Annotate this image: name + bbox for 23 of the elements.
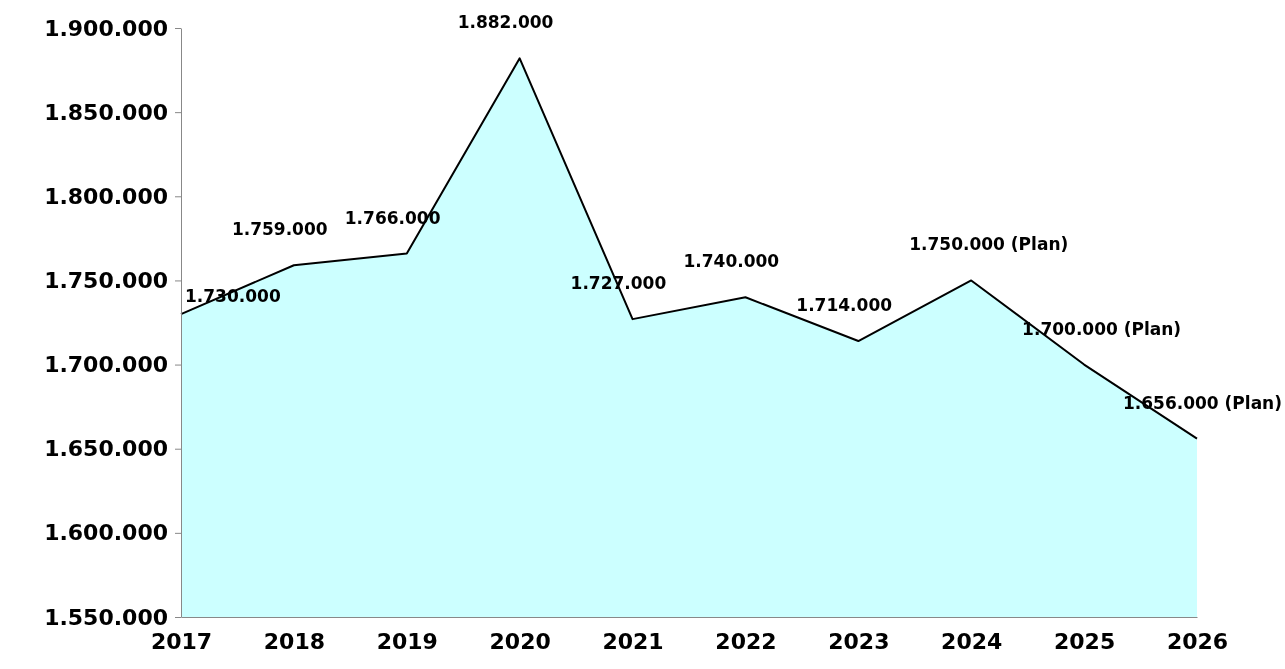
y-tick-label: 1.850.000 [44,99,168,125]
x-tick-label: 2021 [602,628,664,654]
data-label: 1.740.000 [683,251,780,272]
y-tick-label: 1.600.000 [44,520,168,546]
y-tick-label: 1.550.000 [44,604,168,630]
y-tick-label: 1.650.000 [44,436,168,462]
y-tick-label: 1.800.000 [44,183,168,209]
x-tick-label: 2026 [1166,628,1229,654]
x-tick-label: 2022 [715,628,777,654]
x-tick-label: 2024 [941,628,1003,654]
x-tick-label: 2023 [828,628,890,654]
y-tick-label: 1.750.000 [44,267,168,293]
data-label: 1.882.000 [457,12,554,33]
y-tick-label: 1.900.000 [44,15,168,41]
data-label: 1.759.000 [231,219,328,240]
y-tick-label: 1.700.000 [44,352,168,378]
x-tick-label: 2020 [489,628,551,654]
x-tick-label: 2019 [376,628,438,654]
data-label: 1.750.000 (Plan) [909,234,1069,255]
x-tick-label: 2017 [150,628,213,654]
x-tick-label: 2025 [1053,628,1116,654]
x-tick-label: 2018 [263,628,326,654]
data-label: 1.714.000 [796,295,893,316]
